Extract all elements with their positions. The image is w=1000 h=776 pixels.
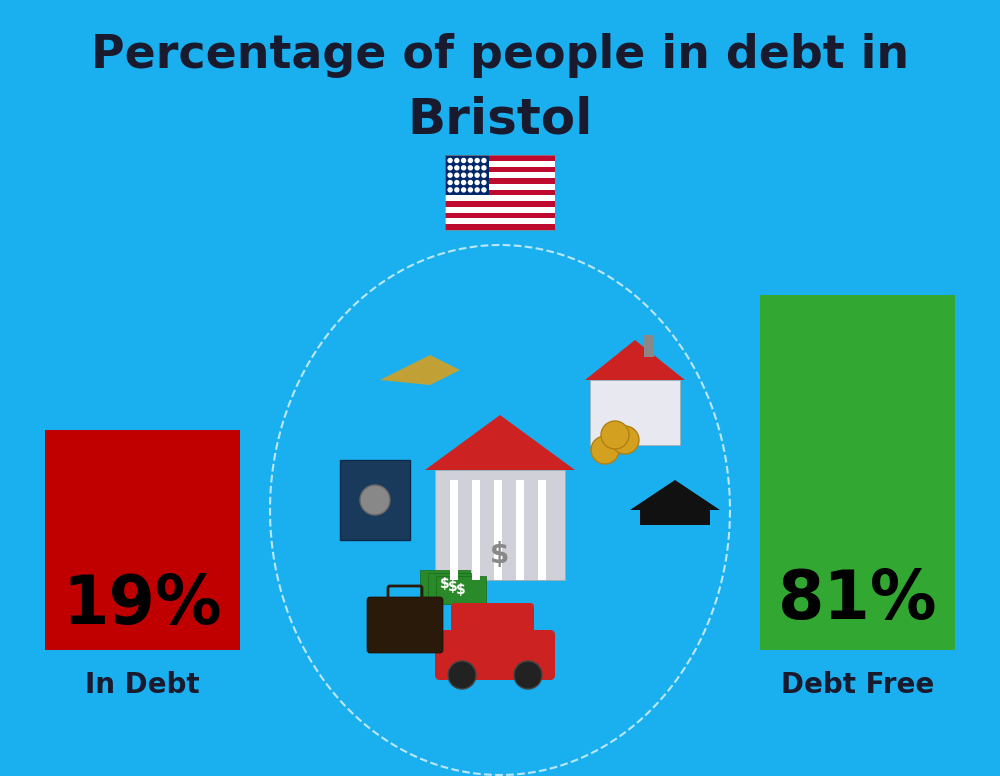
Text: 81%: 81% bbox=[778, 567, 937, 633]
FancyBboxPatch shape bbox=[445, 213, 555, 219]
Circle shape bbox=[514, 661, 542, 689]
Text: Bristol: Bristol bbox=[407, 96, 593, 144]
FancyBboxPatch shape bbox=[445, 155, 555, 161]
Polygon shape bbox=[630, 480, 720, 510]
Circle shape bbox=[448, 158, 452, 162]
Text: Debt Free: Debt Free bbox=[781, 671, 934, 699]
Text: $: $ bbox=[456, 583, 466, 597]
Circle shape bbox=[475, 188, 479, 192]
Polygon shape bbox=[585, 340, 685, 380]
Circle shape bbox=[448, 181, 452, 185]
Circle shape bbox=[482, 166, 486, 170]
Text: 19%: 19% bbox=[63, 572, 222, 638]
Circle shape bbox=[601, 421, 629, 449]
FancyBboxPatch shape bbox=[590, 380, 680, 445]
Text: $: $ bbox=[448, 580, 458, 594]
Circle shape bbox=[360, 485, 390, 515]
FancyBboxPatch shape bbox=[472, 480, 480, 580]
FancyBboxPatch shape bbox=[445, 172, 555, 178]
Circle shape bbox=[475, 158, 479, 162]
FancyBboxPatch shape bbox=[640, 510, 710, 525]
Circle shape bbox=[455, 173, 459, 177]
Text: $: $ bbox=[440, 577, 450, 591]
Polygon shape bbox=[380, 355, 460, 385]
Circle shape bbox=[482, 181, 486, 185]
Text: In Debt: In Debt bbox=[85, 671, 200, 699]
FancyBboxPatch shape bbox=[445, 201, 555, 207]
Circle shape bbox=[462, 166, 466, 170]
Circle shape bbox=[462, 181, 466, 185]
FancyBboxPatch shape bbox=[435, 630, 555, 680]
FancyBboxPatch shape bbox=[445, 196, 555, 201]
FancyBboxPatch shape bbox=[644, 335, 654, 357]
FancyBboxPatch shape bbox=[445, 167, 555, 172]
FancyBboxPatch shape bbox=[445, 207, 555, 213]
FancyBboxPatch shape bbox=[494, 480, 502, 580]
Circle shape bbox=[462, 158, 466, 162]
Circle shape bbox=[482, 158, 486, 162]
Circle shape bbox=[448, 166, 452, 170]
Circle shape bbox=[462, 173, 466, 177]
FancyBboxPatch shape bbox=[451, 603, 534, 643]
FancyBboxPatch shape bbox=[435, 470, 565, 580]
Circle shape bbox=[455, 166, 459, 170]
Polygon shape bbox=[425, 415, 575, 470]
FancyBboxPatch shape bbox=[538, 480, 546, 580]
FancyBboxPatch shape bbox=[45, 430, 240, 650]
Circle shape bbox=[475, 166, 479, 170]
FancyBboxPatch shape bbox=[445, 155, 555, 230]
FancyBboxPatch shape bbox=[516, 480, 524, 580]
FancyBboxPatch shape bbox=[436, 576, 486, 604]
Text: $: $ bbox=[490, 541, 510, 569]
Circle shape bbox=[462, 188, 466, 192]
Circle shape bbox=[475, 181, 479, 185]
Text: Percentage of people in debt in: Percentage of people in debt in bbox=[91, 33, 909, 78]
Circle shape bbox=[468, 173, 472, 177]
FancyBboxPatch shape bbox=[760, 295, 955, 650]
Circle shape bbox=[455, 158, 459, 162]
FancyBboxPatch shape bbox=[445, 178, 555, 184]
Circle shape bbox=[448, 661, 476, 689]
FancyBboxPatch shape bbox=[445, 161, 555, 167]
FancyBboxPatch shape bbox=[445, 155, 489, 196]
Circle shape bbox=[482, 173, 486, 177]
FancyBboxPatch shape bbox=[445, 189, 555, 196]
FancyBboxPatch shape bbox=[445, 224, 555, 230]
FancyBboxPatch shape bbox=[340, 460, 410, 540]
Circle shape bbox=[468, 166, 472, 170]
FancyBboxPatch shape bbox=[445, 184, 555, 189]
FancyBboxPatch shape bbox=[367, 597, 443, 653]
FancyBboxPatch shape bbox=[420, 570, 470, 598]
Circle shape bbox=[468, 188, 472, 192]
Circle shape bbox=[482, 188, 486, 192]
Circle shape bbox=[611, 426, 639, 454]
FancyBboxPatch shape bbox=[450, 480, 458, 580]
FancyBboxPatch shape bbox=[445, 219, 555, 224]
Circle shape bbox=[591, 436, 619, 464]
Circle shape bbox=[455, 181, 459, 185]
Circle shape bbox=[468, 158, 472, 162]
Circle shape bbox=[448, 188, 452, 192]
Circle shape bbox=[475, 173, 479, 177]
Circle shape bbox=[468, 181, 472, 185]
Circle shape bbox=[448, 173, 452, 177]
FancyBboxPatch shape bbox=[428, 573, 478, 601]
Circle shape bbox=[455, 188, 459, 192]
